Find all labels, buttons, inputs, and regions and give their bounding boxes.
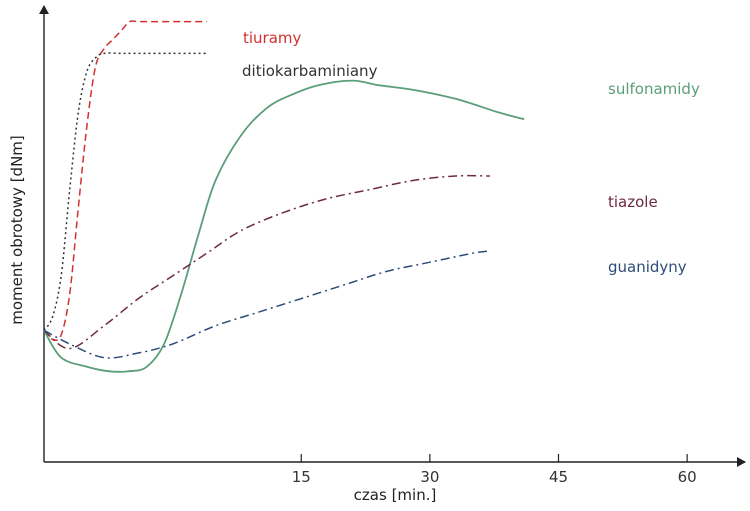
x-tick-label: 30 (420, 468, 439, 486)
x-ticks: 15 30 45 60 (292, 454, 697, 486)
x-axis-title: czas [min.] (354, 486, 437, 504)
series-line-tiazole (43, 174, 490, 350)
x-tick-label: 45 (549, 468, 568, 486)
label-sulfonamidy: sulfonamidy (608, 80, 700, 98)
series-line-ditiokarbaminiany (43, 52, 207, 331)
y-axis-title: moment obrotowy [dNm] (8, 135, 26, 325)
x-tick-label: 15 (292, 468, 311, 486)
label-ditiokarbaminiany: ditiokarbaminiany (242, 62, 378, 80)
label-tiazole: tiazole (608, 193, 658, 211)
x-tick-label: 60 (678, 468, 697, 486)
series-line-sulfonamidy (43, 79, 525, 373)
label-guanidyny: guanidyny (608, 258, 687, 276)
label-tiuramy: tiuramy (243, 29, 302, 47)
series-line-tiuramy (43, 20, 207, 342)
series-lines (43, 20, 525, 373)
series-line-guanidyny (43, 250, 491, 359)
